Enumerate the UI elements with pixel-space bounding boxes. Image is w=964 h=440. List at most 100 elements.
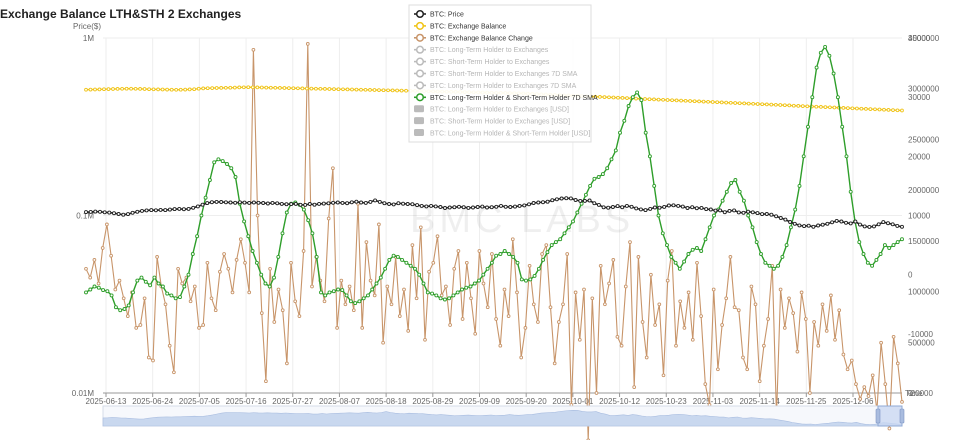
data-point-sma — [101, 288, 106, 293]
data-point-sma — [413, 266, 417, 271]
data-point-balance — [796, 104, 801, 108]
y-right2-tick-label: 30000 — [908, 93, 931, 102]
data-point-change — [243, 260, 247, 265]
legend-circle-icon — [415, 81, 425, 90]
data-point-price — [508, 205, 513, 209]
data-point-price — [573, 198, 578, 202]
data-point-sma — [694, 246, 699, 250]
data-point-sma — [113, 305, 118, 310]
data-point-balance — [701, 99, 706, 104]
data-point-price — [648, 206, 653, 211]
data-point-change — [431, 260, 436, 265]
data-point-price — [242, 200, 247, 205]
data-point-change — [134, 326, 139, 330]
legend-item[interactable]: BTC: Long-Term Holder to Exchanges — [414, 45, 549, 54]
legend-item[interactable]: BTC: Exchange Balance — [414, 21, 506, 31]
data-point-sma — [583, 192, 588, 197]
data-point-sma — [759, 252, 763, 256]
data-point-sma — [647, 154, 652, 159]
data-point-sma — [840, 124, 845, 129]
zoom-selection[interactable] — [877, 405, 903, 427]
legend-item[interactable]: BTC: Short-Term Holder to Exchanges [USD… — [414, 117, 570, 126]
y-right1-tick-label: 0 — [908, 389, 913, 398]
data-point-change — [523, 326, 528, 330]
data-point-price — [140, 208, 144, 213]
data-point-balance — [805, 104, 810, 109]
legend-item[interactable]: BTC: Long-Term Holder & Short-Term Holde… — [414, 129, 590, 138]
data-point-sma — [280, 231, 285, 236]
data-point-change — [757, 379, 762, 384]
data-point-balance — [746, 101, 751, 106]
data-point-sma — [831, 71, 836, 76]
data-point-change — [628, 240, 632, 244]
data-point-sma — [212, 160, 217, 165]
data-point-change — [452, 266, 457, 271]
data-point-price — [746, 209, 751, 214]
series-layer — [84, 42, 904, 440]
data-point-sma — [173, 296, 178, 301]
data-point-sma — [357, 299, 362, 304]
data-point-price — [624, 203, 629, 208]
data-point-change — [322, 299, 327, 304]
data-point-price — [564, 196, 569, 201]
data-point-price — [452, 205, 457, 210]
data-point-sma — [882, 243, 887, 248]
data-point-price — [335, 200, 340, 205]
data-point-sma — [314, 254, 319, 259]
data-point-sma — [361, 296, 366, 301]
legend-item[interactable]: BTC: Exchange Balance Change — [414, 33, 533, 43]
data-point-price — [713, 208, 718, 213]
data-point-sma — [635, 90, 640, 95]
data-point-sma — [592, 176, 597, 181]
data-point-sma — [438, 296, 443, 301]
data-point-price — [499, 203, 503, 208]
data-point-sma — [442, 297, 447, 302]
zoom-slider[interactable] — [102, 405, 905, 427]
data-point-balance — [314, 86, 318, 91]
data-point-sma — [532, 273, 537, 278]
data-point-change — [619, 343, 624, 348]
data-point-change — [285, 361, 289, 366]
data-point-sma — [848, 189, 853, 194]
data-point-balance — [115, 87, 120, 91]
y-right1-tick-label: 2000000 — [908, 186, 940, 195]
data-point-change — [481, 281, 486, 286]
data-point-change — [230, 290, 235, 295]
data-point-price — [130, 210, 135, 215]
zoom-handle-left[interactable] — [875, 408, 881, 424]
data-point-balance — [769, 102, 774, 107]
legend-item[interactable]: BTC: Long-Term Holder & Short-Term Holde… — [414, 93, 598, 102]
data-point-price — [657, 205, 662, 210]
data-point-sma — [870, 263, 875, 268]
data-point-price — [629, 204, 634, 209]
data-point-sma — [225, 162, 229, 166]
data-point-price — [265, 201, 270, 206]
legend-bar-icon — [414, 129, 424, 136]
data-point-balance — [214, 86, 219, 90]
data-point-change — [473, 331, 478, 336]
data-point-price — [401, 201, 406, 206]
legend-item[interactable]: BTC: Long-Term Holder to Exchanges 7D SM… — [414, 81, 577, 90]
data-point-sma — [220, 159, 225, 164]
data-point-price — [219, 200, 224, 204]
y-right2-tick-label: -20000 — [908, 389, 933, 398]
data-point-sma — [417, 272, 422, 277]
data-point-sma — [319, 290, 323, 295]
y-right1-tick-label: 2500000 — [908, 135, 940, 144]
legend-item[interactable]: BTC: Price — [414, 9, 464, 19]
legend[interactable]: BTC: Price BTC: Exchange Balance BTC: Exch… — [408, 4, 598, 143]
data-point-balance — [350, 87, 354, 92]
y-left-tick-label: 0.1M — [76, 212, 94, 221]
legend-item[interactable]: BTC: Long-Term Holder to Exchanges [USD] — [414, 105, 569, 114]
zoom-handle-right[interactable] — [899, 408, 905, 424]
data-point-sma — [254, 260, 259, 265]
legend-item[interactable]: BTC: Short-Term Holder to Exchanges — [414, 57, 550, 66]
data-point-price — [471, 205, 475, 210]
data-point-balance — [165, 87, 169, 92]
legend-item[interactable]: BTC: Short-Term Holder to Exchanges 7D S… — [414, 69, 578, 78]
data-point-price — [704, 207, 709, 212]
data-point-change — [887, 426, 892, 431]
data-point-price — [237, 200, 242, 205]
data-point-price — [84, 210, 88, 215]
data-point-sma — [571, 219, 575, 224]
